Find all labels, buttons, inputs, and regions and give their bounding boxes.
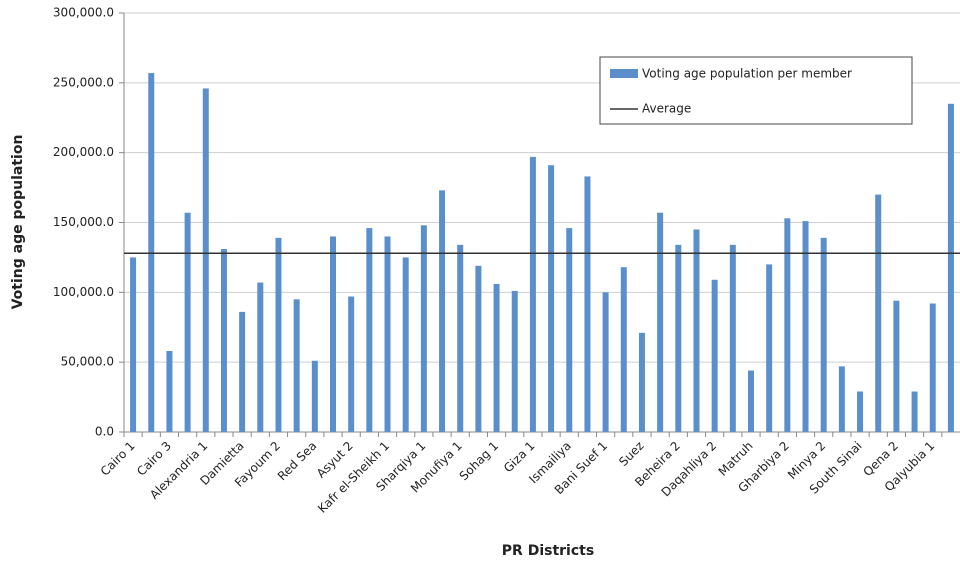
- bar: [257, 282, 264, 432]
- y-tick-label: 100,000.0: [53, 285, 114, 299]
- x-tick-label: Cairo 1: [98, 439, 138, 479]
- bar: [566, 228, 573, 432]
- x-tick-label: Red Sea: [275, 439, 320, 484]
- bar: [457, 244, 464, 432]
- bar: [366, 228, 373, 432]
- bar: [184, 212, 191, 432]
- bar: [275, 237, 282, 432]
- y-tick-label: 50,000.0: [61, 355, 114, 369]
- bar: [766, 264, 773, 432]
- bar: [820, 237, 827, 432]
- bar: [548, 165, 555, 432]
- legend-swatch: [610, 69, 638, 78]
- bar: [311, 360, 318, 432]
- bar: [693, 229, 700, 432]
- bar: [729, 244, 736, 432]
- bar: [893, 300, 900, 432]
- legend-label: Voting age population per member: [642, 67, 852, 81]
- y-tick-label: 150,000.0: [53, 215, 114, 229]
- y-tick-label: 300,000.0: [53, 6, 114, 20]
- bar: [330, 236, 336, 432]
- bar: [420, 225, 427, 432]
- bar: [602, 292, 609, 432]
- legend-label: Average: [642, 102, 691, 116]
- bar: [929, 303, 936, 432]
- bar: [529, 156, 536, 432]
- bar: [293, 299, 300, 432]
- bar: [511, 290, 518, 432]
- bar: [402, 257, 409, 432]
- bar: [166, 350, 173, 432]
- bar: [947, 103, 954, 433]
- bar: [911, 391, 918, 432]
- x-tick-label: Suez: [616, 439, 646, 469]
- bar: [202, 88, 209, 433]
- bar: [475, 265, 482, 432]
- bar: [384, 236, 391, 432]
- y-tick-label: 0.0: [95, 425, 114, 439]
- bar: [493, 283, 500, 432]
- x-axis-title: PR Districts: [502, 543, 594, 559]
- bar: [620, 267, 627, 432]
- bar: [239, 311, 246, 432]
- y-tick-label: 250,000.0: [53, 75, 114, 89]
- legend-box: [599, 56, 913, 125]
- bar: [875, 194, 882, 432]
- bar: [748, 370, 754, 432]
- bar: [857, 391, 864, 432]
- bar: [638, 332, 645, 432]
- bar: [220, 249, 227, 432]
- bar: [657, 212, 664, 432]
- bar: [584, 176, 591, 432]
- bar: [130, 257, 137, 432]
- y-tick-label: 200,000.0: [53, 145, 114, 159]
- bar: [439, 190, 446, 432]
- bar: [802, 221, 809, 432]
- bar: [675, 244, 682, 432]
- bar: [348, 296, 355, 432]
- x-tick-label: Sohag 1: [457, 439, 502, 484]
- bar: [838, 366, 845, 432]
- bar: [784, 218, 791, 432]
- y-axis-title: Voting age population: [10, 135, 26, 310]
- bar: [711, 279, 718, 432]
